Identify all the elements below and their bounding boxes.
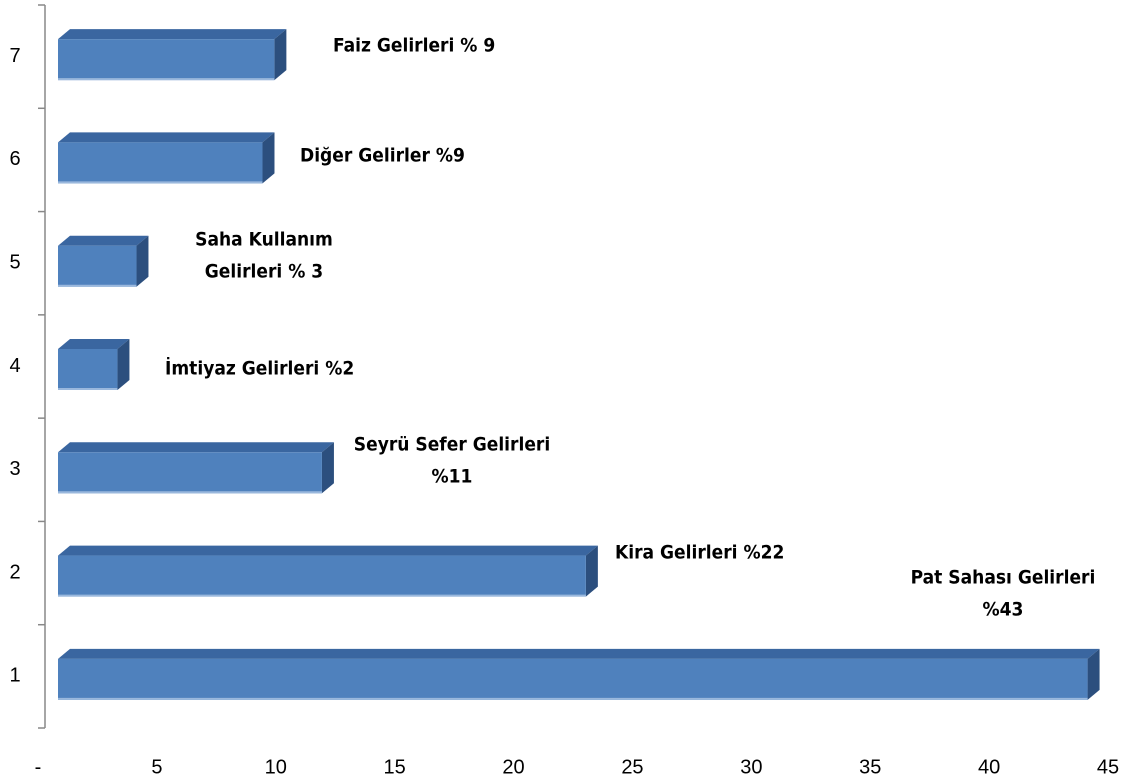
bar-front: [58, 658, 1088, 700]
bar: [58, 339, 130, 390]
bar: [58, 29, 287, 81]
y-tick-label: 5: [9, 251, 20, 273]
bar-front: [58, 245, 137, 287]
x-tick-label: 25: [621, 756, 643, 778]
x-tick-label: 40: [978, 756, 1000, 778]
y-tick-label: 2: [9, 561, 20, 583]
data-label: Seyrü Sefer Gelirleri: [354, 434, 550, 456]
data-label: Faiz Gelirleri % 9: [333, 35, 495, 57]
bar-top: [58, 545, 598, 556]
y-tick-label: 7: [9, 45, 20, 67]
data-label: İmtiyaz Gelirleri %2: [165, 356, 354, 380]
bar: [58, 442, 334, 494]
data-label: Kira Gelirleri %22: [615, 542, 784, 564]
bar-front: [58, 452, 322, 494]
x-tick-label: 10: [265, 756, 287, 778]
bar-top: [58, 648, 1100, 659]
bar-side: [117, 339, 130, 390]
data-label: %43: [983, 599, 1024, 621]
bar-side: [585, 545, 598, 597]
y-tick-label: 3: [9, 458, 20, 480]
bar: [58, 648, 1100, 700]
y-tick-label: 4: [9, 355, 20, 377]
bar-top: [58, 235, 149, 246]
x-tick-label: 20: [502, 756, 524, 778]
bar: [58, 235, 149, 287]
x-tick-label: 5: [151, 756, 162, 778]
data-label: Diğer Gelirler %9: [300, 145, 465, 167]
bar-front: [58, 349, 118, 390]
bar-side: [262, 132, 275, 184]
bar: [58, 132, 275, 184]
x-tick-label: 35: [859, 756, 881, 778]
data-label: Pat Sahası Gelirleri: [911, 567, 1096, 589]
data-label: Gelirleri % 3: [205, 261, 323, 283]
x-tick-label: -: [35, 756, 42, 778]
data-label: Saha Kullanım: [195, 229, 333, 251]
x-tick-label: 30: [740, 756, 762, 778]
bar-side: [321, 442, 334, 494]
bar-side: [1087, 648, 1100, 700]
y-tick-label: 6: [9, 148, 20, 170]
bar-top: [58, 29, 287, 40]
bar-side: [274, 29, 287, 81]
bar-side: [136, 235, 149, 287]
bar-front: [58, 39, 275, 81]
y-tick-label: 1: [9, 665, 20, 687]
bar-top: [58, 339, 130, 349]
bar-top: [58, 442, 334, 453]
x-tick-label: 15: [384, 756, 406, 778]
bar-front: [58, 142, 263, 184]
bar-top: [58, 132, 275, 143]
bar: [58, 545, 598, 597]
x-tick-label: 45: [1097, 756, 1119, 778]
data-label: %11: [432, 466, 473, 488]
bar-front: [58, 555, 586, 597]
